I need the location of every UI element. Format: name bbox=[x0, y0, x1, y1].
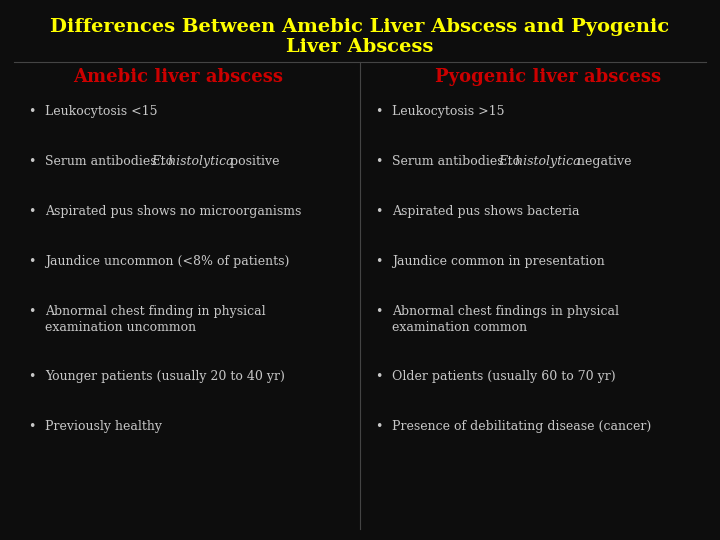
Text: Leukocytosis <15: Leukocytosis <15 bbox=[45, 105, 158, 118]
Text: examination uncommon: examination uncommon bbox=[45, 321, 196, 334]
Text: Presence of debilitating disease (cancer): Presence of debilitating disease (cancer… bbox=[392, 420, 652, 433]
Text: •: • bbox=[28, 305, 35, 318]
Text: •: • bbox=[28, 370, 35, 383]
Text: E. histolytica: E. histolytica bbox=[151, 155, 234, 168]
Text: Serum antibodies to: Serum antibodies to bbox=[392, 155, 524, 168]
Text: Amebic liver abscess: Amebic liver abscess bbox=[73, 68, 283, 86]
Text: Previously healthy: Previously healthy bbox=[45, 420, 162, 433]
Text: Older patients (usually 60 to 70 yr): Older patients (usually 60 to 70 yr) bbox=[392, 370, 616, 383]
Text: Leukocytosis >15: Leukocytosis >15 bbox=[392, 105, 505, 118]
Text: •: • bbox=[375, 370, 382, 383]
Text: Differences Between Amebic Liver Abscess and Pyogenic: Differences Between Amebic Liver Abscess… bbox=[50, 18, 670, 36]
Text: positive: positive bbox=[225, 155, 279, 168]
Text: •: • bbox=[375, 255, 382, 268]
Text: Younger patients (usually 20 to 40 yr): Younger patients (usually 20 to 40 yr) bbox=[45, 370, 285, 383]
Text: •: • bbox=[28, 205, 35, 218]
Text: Jaundice uncommon (<8% of patients): Jaundice uncommon (<8% of patients) bbox=[45, 255, 289, 268]
Text: •: • bbox=[28, 420, 35, 433]
Text: Aspirated pus shows bacteria: Aspirated pus shows bacteria bbox=[392, 205, 580, 218]
Text: Aspirated pus shows no microorganisms: Aspirated pus shows no microorganisms bbox=[45, 205, 302, 218]
Text: •: • bbox=[375, 155, 382, 168]
Text: •: • bbox=[375, 420, 382, 433]
Text: •: • bbox=[28, 105, 35, 118]
Text: •: • bbox=[375, 205, 382, 218]
Text: Liver Abscess: Liver Abscess bbox=[287, 38, 433, 56]
Text: E. histolytica: E. histolytica bbox=[498, 155, 581, 168]
Text: Jaundice common in presentation: Jaundice common in presentation bbox=[392, 255, 605, 268]
Text: •: • bbox=[375, 105, 382, 118]
Text: examination common: examination common bbox=[392, 321, 527, 334]
Text: •: • bbox=[28, 155, 35, 168]
Text: Abnormal chest finding in physical: Abnormal chest finding in physical bbox=[45, 305, 266, 318]
Text: Abnormal chest findings in physical: Abnormal chest findings in physical bbox=[392, 305, 619, 318]
Text: •: • bbox=[28, 255, 35, 268]
Text: negative: negative bbox=[572, 155, 631, 168]
Text: Serum antibodies to: Serum antibodies to bbox=[45, 155, 177, 168]
Text: •: • bbox=[375, 305, 382, 318]
Text: Pyogenic liver abscess: Pyogenic liver abscess bbox=[435, 68, 661, 86]
